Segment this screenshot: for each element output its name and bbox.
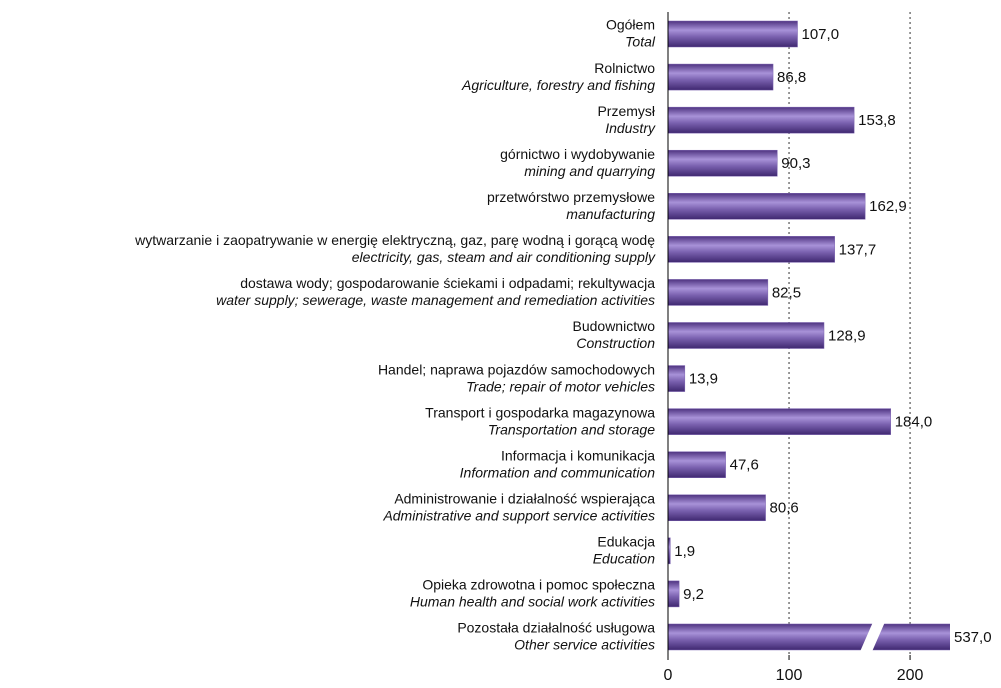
value-label: 162,9 — [869, 198, 907, 215]
bar — [668, 623, 950, 651]
category-label: Przemysł — [597, 103, 655, 119]
bar — [668, 451, 726, 478]
category-label-en: Construction — [576, 335, 655, 351]
category-label-en: Agriculture, forestry and fishing — [461, 77, 655, 93]
bar — [668, 20, 798, 48]
bar — [668, 63, 774, 91]
bar — [668, 149, 778, 177]
bar — [668, 322, 825, 349]
category-label: Rolnictwo — [594, 60, 655, 76]
category-label-en: manufacturing — [566, 206, 655, 222]
category-label-en: Human health and social work activities — [410, 594, 655, 610]
bar — [668, 580, 680, 608]
category-label: Informacja i komunikacja — [501, 447, 655, 463]
bar — [668, 365, 686, 392]
category-label: Administrowanie i działalność wspierając… — [394, 490, 655, 506]
category-label: przetwórstwo przemysłowe — [487, 189, 655, 205]
bar — [668, 106, 855, 134]
category-label: Budownictwo — [573, 318, 656, 334]
category-label-en: Education — [593, 551, 655, 567]
value-label: 107,0 — [802, 26, 840, 43]
category-label-en: electricity, gas, steam and air conditio… — [352, 249, 656, 265]
category-label-en: Industry — [605, 120, 656, 136]
category-label-en: Trade; repair of motor vehicles — [466, 378, 655, 394]
value-label: 80,6 — [770, 500, 799, 517]
category-label: Ogółem — [606, 17, 655, 33]
x-tick-label: 0 — [664, 667, 673, 684]
category-label: dostawa wody; gospodarowanie ściekami i … — [240, 275, 655, 291]
value-label: 9,2 — [683, 586, 704, 603]
category-label-en: Information and communication — [460, 464, 656, 480]
x-tick-label: 200 — [897, 667, 924, 684]
value-label: 128,9 — [828, 327, 866, 344]
axis-break — [859, 620, 886, 653]
value-label: 82,5 — [772, 284, 801, 301]
value-label: 13,9 — [689, 371, 718, 388]
category-label: Transport i gospodarka magazynowa — [425, 404, 655, 420]
category-label: wytwarzanie i zaopatrywanie w energię el… — [134, 232, 655, 248]
value-label: 184,0 — [895, 414, 933, 431]
category-label: Handel; naprawa pojazdów samochodowych — [378, 361, 655, 377]
value-label: 86,8 — [777, 69, 806, 86]
category-label-en: Transportation and storage — [488, 421, 655, 437]
category-label-en: water supply; sewerage, waste management… — [216, 292, 655, 308]
category-label-en: Total — [625, 34, 656, 50]
value-label: 537,0 — [954, 629, 992, 646]
value-label: 1,9 — [674, 543, 695, 560]
bars — [668, 20, 950, 651]
category-label-en: Other service activities — [514, 637, 655, 653]
value-label: 90,3 — [781, 155, 810, 172]
bar — [668, 193, 866, 220]
bar — [668, 494, 766, 522]
category-label-en: Administrative and support service activ… — [382, 507, 655, 523]
category-label: Edukacja — [597, 534, 655, 550]
value-label: 47,6 — [730, 457, 759, 474]
bar — [668, 279, 769, 306]
bar — [668, 537, 671, 565]
value-label: 137,7 — [839, 241, 877, 258]
x-tick-label: 100 — [776, 667, 803, 684]
category-label: Pozostała działalność usługowa — [457, 620, 655, 636]
category-label: górnictwo i wydobywanie — [500, 146, 655, 162]
value-label: 153,8 — [858, 112, 896, 129]
bar — [668, 408, 891, 435]
bar — [668, 236, 835, 263]
category-label-en: mining and quarrying — [524, 163, 655, 179]
category-label: Opieka zdrowotna i pomoc społeczna — [422, 577, 655, 593]
